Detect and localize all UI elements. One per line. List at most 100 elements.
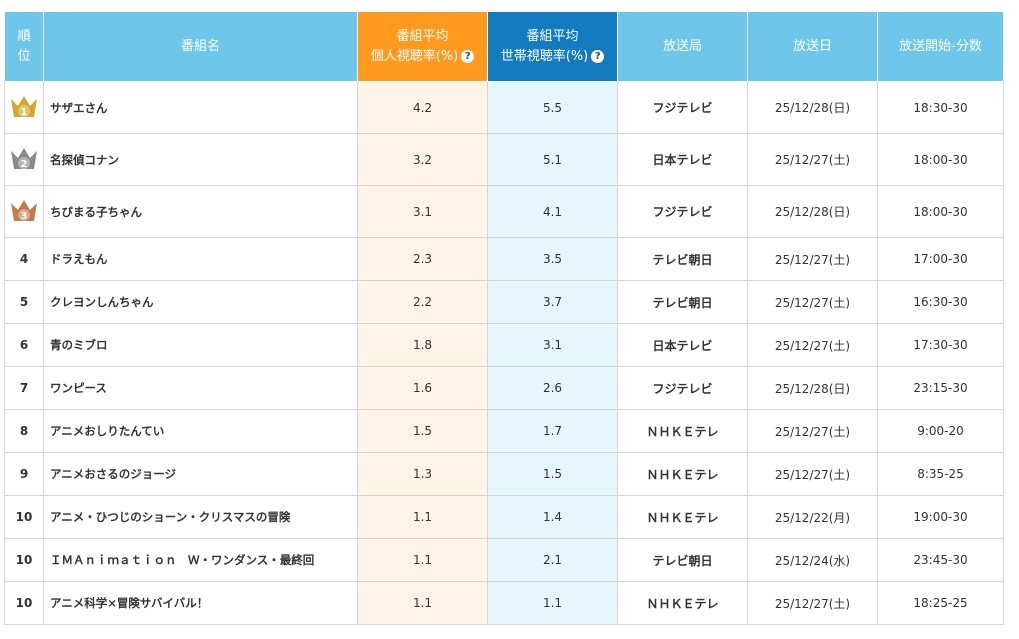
air-time: 18:25-25	[877, 581, 1004, 625]
program-name: サザエさん	[43, 81, 358, 134]
table-row: 5 クレヨンしんちゃん 2.2 3.7 テレビ朝日 25/12/27(土) 16:30-30	[4, 280, 1004, 324]
air-time: 19:00-30	[877, 495, 1004, 539]
header-rank: 順位	[4, 11, 44, 82]
crown-shape	[11, 200, 37, 221]
personal-rating: 2.2	[357, 280, 488, 324]
station: ＮＨＫＥテレ	[617, 495, 748, 539]
personal-rating: 1.3	[357, 452, 488, 496]
air-time: 23:45-30	[877, 538, 1004, 582]
table-row: 10 アニメ・ひつじのショーン・クリスマスの冒険 1.1 1.4 ＮＨＫＥテレ 25/12…	[4, 495, 1004, 539]
header-personal: 番組平均 個人視聴率(%)?	[357, 11, 488, 82]
rank: 8	[4, 409, 44, 453]
rank: 5	[4, 280, 44, 324]
table-row: 10 ＩＭＡｎｉｍａｔｉｏｎ Ｗ・ワンダンス・最終回 1.1 2.1 テレビ朝日 25/1…	[4, 538, 1004, 582]
header-time: 放送開始-分数	[877, 11, 1004, 82]
rank: 10	[4, 581, 44, 625]
table-row: 4 ドラえもん 2.3 3.5 テレビ朝日 25/12/27(土) 17:00-30	[4, 237, 1004, 281]
program-name: 名探偵コナン	[43, 133, 358, 186]
rank-number: 2	[21, 159, 28, 170]
program-name: アニメ科学×冒険サバイバル！	[43, 581, 358, 625]
table-row: 8 アニメおしりたんてい 1.5 1.7 ＮＨＫＥテレ 25/12/27(土) 9:00-2…	[4, 409, 1004, 453]
program-name: 青のミブロ	[43, 323, 358, 367]
air-date: 25/12/27(土)	[747, 409, 878, 453]
air-date: 25/12/27(土)	[747, 280, 878, 324]
crown-icon: 3	[11, 200, 37, 222]
rank: 4	[4, 237, 44, 281]
air-date: 25/12/27(土)	[747, 237, 878, 281]
station: ＮＨＫＥテレ	[617, 581, 748, 625]
crown-icon: 2	[11, 148, 37, 170]
program-name: アニメおさるのジョージ	[43, 452, 358, 496]
air-time: 17:30-30	[877, 323, 1004, 367]
header-date: 放送日	[747, 11, 878, 82]
header-row: 順位 番組名 番組平均 個人視聴率(%)? 番組平均 世帯視聴率(%)? 放送局 放…	[4, 11, 1004, 82]
air-date: 25/12/28(日)	[747, 366, 878, 410]
rank: 7	[4, 366, 44, 410]
program-name: ドラえもん	[43, 237, 358, 281]
crown-badge	[18, 157, 30, 169]
crown-icon: 1	[11, 96, 37, 118]
program-name: クレヨンしんちゃん	[43, 280, 358, 324]
household-rating: 5.1	[487, 133, 618, 186]
personal-rating: 3.2	[357, 133, 488, 186]
rank: 9	[4, 452, 44, 496]
air-time: 8:35-25	[877, 452, 1004, 496]
household-rating: 3.5	[487, 237, 618, 281]
table-body: 1 サザエさん 4.2 5.5 フジテレビ 25/12/28(日) 18:30-30 2 名探偵…	[4, 81, 1004, 625]
rank: 2	[4, 133, 44, 186]
table-row: 7 ワンピース 1.6 2.6 フジテレビ 25/12/28(日) 23:15-30	[4, 366, 1004, 410]
program-name: ＩＭＡｎｉｍａｔｉｏｎ Ｗ・ワンダンス・最終回	[43, 538, 358, 582]
personal-rating: 1.1	[357, 538, 488, 582]
header-text: 世帯視聴率(%)	[500, 48, 589, 64]
personal-rating: 4.2	[357, 81, 488, 134]
rank: 10	[4, 538, 44, 582]
air-time: 9:00-20	[877, 409, 1004, 453]
station: ＮＨＫＥテレ	[617, 409, 748, 453]
personal-rating: 1.1	[357, 495, 488, 539]
rank-number: 1	[21, 107, 28, 118]
personal-rating: 3.1	[357, 185, 488, 238]
rank: 1	[4, 81, 44, 134]
help-icon[interactable]: ?	[591, 49, 605, 63]
program-name: アニメおしりたんてい	[43, 409, 358, 453]
air-date: 25/12/28(日)	[747, 81, 878, 134]
air-date: 25/12/27(土)	[747, 452, 878, 496]
household-rating: 1.5	[487, 452, 618, 496]
station: ＮＨＫＥテレ	[617, 452, 748, 496]
header-text: 位	[17, 48, 31, 64]
crown-badge	[18, 209, 30, 221]
station: テレビ朝日	[617, 280, 748, 324]
table-row: 6 青のミブロ 1.8 3.1 日本テレビ 25/12/27(土) 17:30-30	[4, 323, 1004, 367]
station: フジテレビ	[617, 366, 748, 410]
rank: 6	[4, 323, 44, 367]
air-time: 23:15-30	[877, 366, 1004, 410]
air-time: 18:00-30	[877, 133, 1004, 186]
header-household: 番組平均 世帯視聴率(%)?	[487, 11, 618, 82]
program-name: ワンピース	[43, 366, 358, 410]
table-row: 3 ちびまる子ちゃん 3.1 4.1 フジテレビ 25/12/28(日) 18:00-30	[4, 185, 1004, 238]
household-rating: 5.5	[487, 81, 618, 134]
help-icon[interactable]: ?	[461, 49, 475, 63]
program-name: ちびまる子ちゃん	[43, 185, 358, 238]
air-date: 25/12/27(土)	[747, 323, 878, 367]
air-time: 18:30-30	[877, 81, 1004, 134]
crown-shape	[11, 148, 37, 169]
header-name: 番組名	[43, 11, 358, 82]
rank-number: 3	[21, 211, 28, 222]
personal-rating: 1.8	[357, 323, 488, 367]
header-text: 順	[17, 28, 31, 44]
rank: 3	[4, 185, 44, 238]
table-row: 1 サザエさん 4.2 5.5 フジテレビ 25/12/28(日) 18:30-30	[4, 81, 1004, 134]
air-date: 25/12/27(土)	[747, 581, 878, 625]
table-row: 2 名探偵コナン 3.2 5.1 日本テレビ 25/12/27(土) 18:00-30	[4, 133, 1004, 186]
personal-rating: 2.3	[357, 237, 488, 281]
crown-badge	[18, 105, 30, 117]
station: フジテレビ	[617, 185, 748, 238]
station: 日本テレビ	[617, 323, 748, 367]
household-rating: 1.7	[487, 409, 618, 453]
personal-rating: 1.1	[357, 581, 488, 625]
household-rating: 2.1	[487, 538, 618, 582]
household-rating: 2.6	[487, 366, 618, 410]
ranking-table: 順位 番組名 番組平均 個人視聴率(%)? 番組平均 世帯視聴率(%)? 放送局 放…	[4, 11, 1004, 625]
